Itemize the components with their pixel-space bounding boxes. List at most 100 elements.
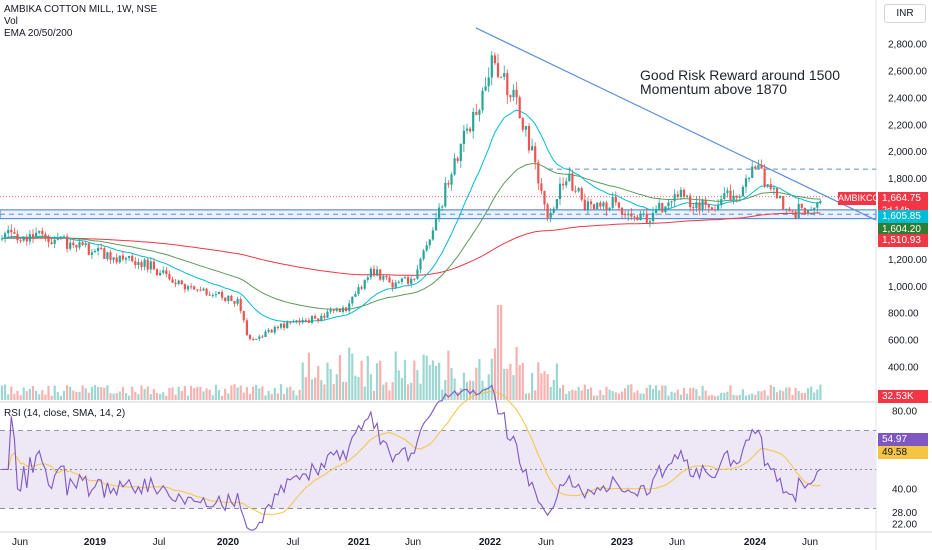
volume-bar: [515, 346, 518, 400]
candle-body: [788, 208, 791, 212]
candle-body: [239, 299, 242, 312]
volume-bar: [797, 390, 800, 400]
candle-body: [813, 207, 816, 210]
candle-body: [658, 202, 661, 209]
candle-body: [670, 201, 673, 203]
volume-bar: [469, 380, 472, 400]
volume-bar: [363, 386, 366, 400]
ema50-tag: 1,604.20: [878, 223, 928, 236]
volume-bar: [394, 351, 397, 400]
volume-bar: [676, 389, 679, 400]
candle-body: [459, 144, 462, 161]
volume-bar: [589, 387, 593, 400]
volume-bar: [47, 385, 50, 400]
candle-body: [214, 294, 217, 296]
volume-bar: [540, 373, 543, 400]
candle-body: [121, 255, 124, 260]
volume-bar: [22, 387, 25, 400]
candle-body: [171, 279, 174, 283]
candle-body: [580, 188, 583, 200]
candle-body: [50, 242, 53, 244]
rsi-tick-label: 22.00: [892, 520, 917, 531]
volume-bar: [552, 379, 555, 400]
candle-body: [438, 207, 441, 219]
volume-bar: [543, 371, 546, 400]
volume-bar: [428, 365, 431, 400]
currency-button[interactable]: INR: [884, 4, 926, 23]
candle-body: [620, 207, 624, 215]
candle-body: [273, 326, 276, 333]
volume-bar: [62, 390, 66, 400]
candle-body: [571, 173, 574, 191]
volume-bar: [577, 386, 580, 400]
candle-body: [47, 236, 50, 243]
candle-body: [10, 229, 13, 233]
volume-bar: [620, 391, 624, 400]
candle-body: [713, 209, 717, 211]
candle-body: [292, 321, 295, 323]
volume-bar: [140, 385, 143, 400]
volume-bar: [335, 374, 338, 400]
volume-bar: [143, 389, 146, 400]
volume-bar: [28, 388, 31, 400]
volume-bar: [524, 393, 527, 400]
candle-body: [565, 181, 568, 186]
candle-body: [611, 196, 614, 208]
volume-bar: [323, 384, 326, 400]
candle-body: [205, 288, 208, 295]
candle-body: [317, 318, 320, 322]
volume-bar: [791, 395, 794, 400]
volume-bar: [611, 391, 614, 400]
volume-bar: [208, 389, 211, 400]
volume-bar: [248, 393, 252, 400]
candle-body: [738, 196, 741, 198]
candle-body: [593, 204, 596, 210]
volume-bar: [503, 368, 506, 400]
candle-body: [648, 221, 651, 223]
time-tick-label: 2023: [611, 537, 634, 548]
volume-bar: [109, 393, 112, 400]
candle-body: [143, 259, 146, 267]
volume-bar: [667, 395, 670, 400]
volume-bar: [574, 390, 577, 400]
volume-bar: [500, 305, 503, 400]
candle-body: [289, 321, 292, 323]
candle-body: [341, 307, 345, 313]
candle-body: [614, 196, 617, 203]
volume-bar: [276, 393, 279, 400]
volume-bar: [726, 391, 729, 400]
volume-bar: [478, 359, 481, 400]
volume-bar: [93, 385, 97, 400]
volume-bar: [546, 374, 549, 400]
candle-body: [276, 326, 279, 328]
candle-body: [267, 329, 270, 332]
volume-bar: [205, 388, 208, 400]
volume-bar: [453, 378, 456, 400]
candle-body: [785, 208, 788, 210]
candle-body: [608, 207, 611, 211]
volume-bar: [357, 376, 360, 400]
volume-bar: [301, 362, 304, 400]
candle-body: [729, 190, 732, 200]
candle-body: [13, 232, 16, 234]
time-tick-label: Jun: [12, 537, 28, 548]
volume-bar: [450, 367, 453, 400]
candle-body: [779, 195, 782, 199]
candle-body: [100, 247, 103, 249]
volume-bar: [695, 389, 698, 400]
candle-body: [655, 208, 658, 213]
candle-body: [134, 261, 137, 266]
volume-bar: [239, 385, 242, 400]
volume-bar: [190, 385, 193, 400]
volume-bar: [658, 390, 661, 400]
candle-body: [577, 188, 580, 192]
volume-bar: [419, 383, 422, 400]
volume-bar: [518, 365, 521, 400]
volume-bar: [348, 347, 351, 400]
ema50-line: [1, 163, 821, 310]
volume-bar: [441, 389, 444, 400]
volume-bar: [555, 363, 558, 400]
volume-bar: [664, 385, 667, 400]
volume-bar: [149, 394, 152, 400]
volume-bar: [13, 393, 16, 400]
